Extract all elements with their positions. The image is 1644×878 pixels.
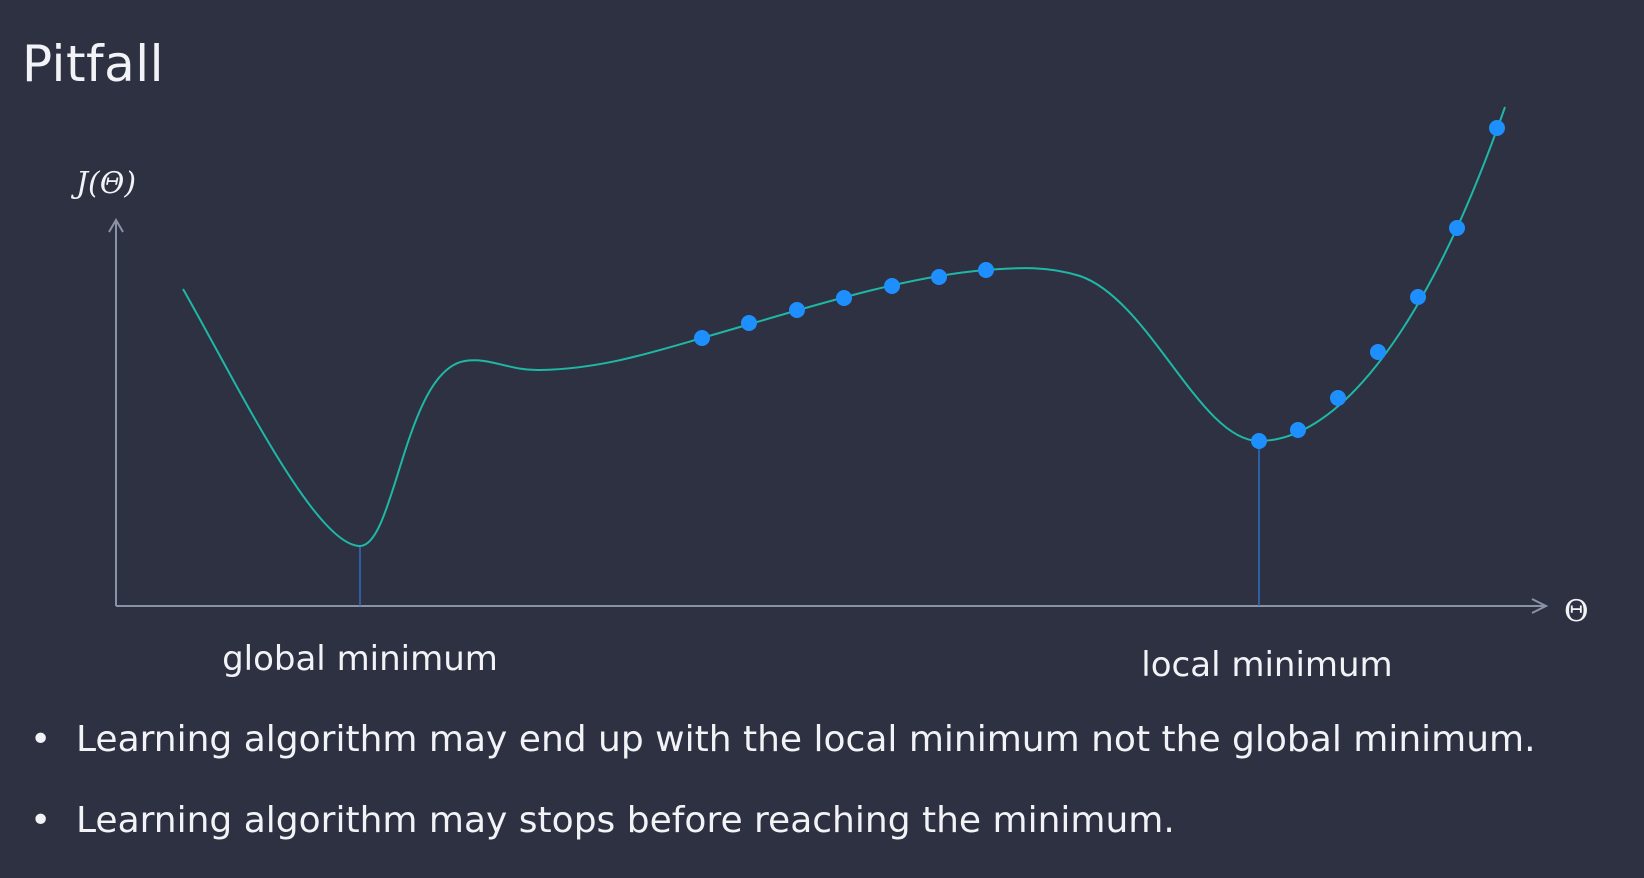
cost-curve — [182, 106, 1506, 548]
bullet-item: • Learning algorithm may end up with the… — [30, 718, 1536, 761]
descent-step-point — [1370, 344, 1386, 360]
y-axis — [108, 218, 124, 606]
descent-step-point — [1290, 422, 1306, 438]
descent-step-point — [1410, 289, 1426, 305]
cost-function-diagram: J(Θ) Θ global minimum local minimum — [70, 106, 1589, 685]
descent-step-point — [694, 330, 710, 346]
descent-step-point — [978, 262, 994, 278]
descent-step-point — [836, 290, 852, 306]
bullet-marker: • — [30, 719, 52, 760]
descent-step-point — [1449, 220, 1465, 236]
gradient-descent-steps — [694, 120, 1505, 449]
y-axis-label: J(Θ) — [70, 166, 136, 201]
bullet-marker: • — [30, 800, 52, 842]
bullet-text: Learning algorithm may stops before reac… — [76, 800, 1175, 842]
descent-step-point — [931, 269, 947, 285]
descent-step-point — [1251, 433, 1267, 449]
y-axis-arrowhead — [108, 218, 124, 233]
x-axis-arrowhead — [1531, 598, 1549, 614]
x-axis — [116, 598, 1549, 614]
descent-step-point — [1489, 120, 1505, 136]
descent-step-point — [884, 278, 900, 294]
descent-step-point — [741, 315, 757, 331]
bullet-list: • Learning algorithm may end up with the… — [30, 718, 1536, 842]
x-axis-label: Θ — [1564, 594, 1589, 629]
descent-step-point — [789, 302, 805, 318]
bullet-text: Learning algorithm may end up with the l… — [76, 719, 1536, 760]
slide-title: Pitfall — [22, 35, 165, 93]
descent-step-point — [1330, 390, 1346, 406]
bullet-item: • Learning algorithm may stops before re… — [30, 799, 1536, 842]
global-minimum-label: global minimum — [222, 639, 498, 679]
local-minimum-label: local minimum — [1141, 645, 1392, 685]
